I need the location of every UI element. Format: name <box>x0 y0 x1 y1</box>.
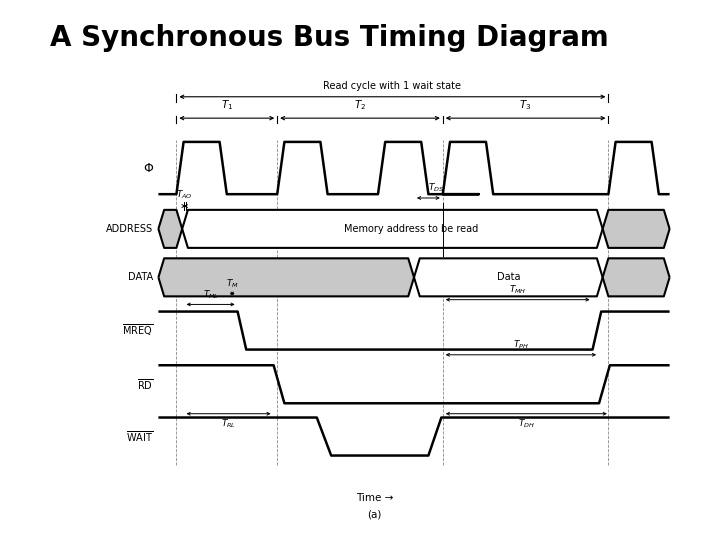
Text: Time →: Time → <box>356 493 393 503</box>
Text: Φ: Φ <box>143 161 153 174</box>
Text: $T_M$: $T_M$ <box>226 277 238 289</box>
Text: $T_{DH}$: $T_{DH}$ <box>518 417 535 430</box>
Text: $\overline{\rm WAIT}$: $\overline{\rm WAIT}$ <box>126 429 153 444</box>
Text: $\overline{\rm MREQ}$: $\overline{\rm MREQ}$ <box>122 323 153 339</box>
Text: Memory address to be read: Memory address to be read <box>344 224 478 234</box>
Polygon shape <box>414 258 603 296</box>
Text: Data: Data <box>497 272 520 282</box>
Text: $T_{PH}$: $T_{PH}$ <box>513 339 529 351</box>
Text: DATA: DATA <box>128 272 153 282</box>
Text: (a): (a) <box>367 510 382 519</box>
Text: $\overline{\rm RD}$: $\overline{\rm RD}$ <box>137 377 153 392</box>
Polygon shape <box>182 210 603 248</box>
Text: $T_3$: $T_3$ <box>519 98 532 112</box>
Text: $T_2$: $T_2$ <box>354 98 366 112</box>
Text: Read cycle with 1 wait state: Read cycle with 1 wait state <box>323 81 462 91</box>
Polygon shape <box>603 210 670 248</box>
Text: $T_1$: $T_1$ <box>220 98 233 112</box>
Text: $T_{DS}$: $T_{DS}$ <box>428 181 444 194</box>
Text: $T_{AO}$: $T_{AO}$ <box>176 189 193 201</box>
Text: $T_{ML}$: $T_{ML}$ <box>202 288 219 301</box>
Polygon shape <box>158 258 414 296</box>
Polygon shape <box>158 210 182 248</box>
Text: $T_{MH}$: $T_{MH}$ <box>509 284 526 296</box>
Text: A Synchronous Bus Timing Diagram: A Synchronous Bus Timing Diagram <box>50 24 609 52</box>
Text: ADDRESS: ADDRESS <box>107 224 153 234</box>
Text: $T_{RL}$: $T_{RL}$ <box>221 417 236 430</box>
Polygon shape <box>603 258 670 296</box>
